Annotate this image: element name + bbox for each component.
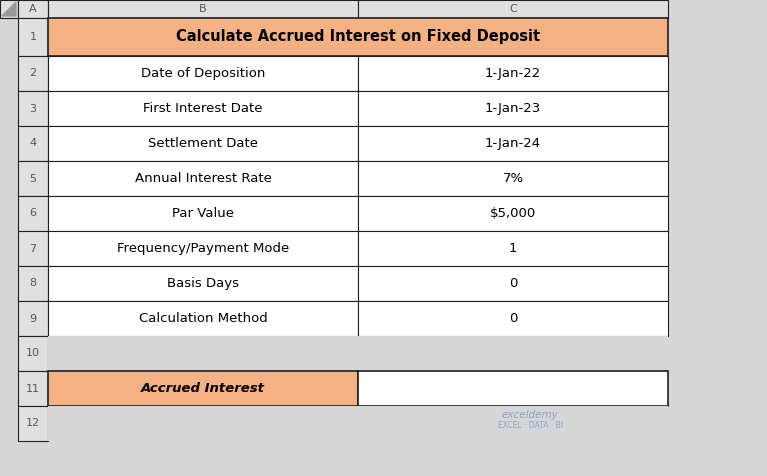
Bar [18,196,48,231]
Bar [18,266,48,301]
Bar [48,301,358,336]
Text: 1-Jan-23: 1-Jan-23 [485,102,542,115]
Text: 0: 0 [509,312,517,325]
Text: 6: 6 [29,208,37,218]
Bar [48,336,358,371]
Text: Calculation Method: Calculation Method [139,312,268,325]
Bar [358,126,668,161]
Bar [48,0,358,18]
Bar [48,406,358,441]
Bar [18,161,48,196]
Bar [18,56,48,91]
Text: Calculate Accrued Interest on Fixed Deposit: Calculate Accrued Interest on Fixed Depo… [176,30,540,44]
Bar [18,406,48,441]
Text: 7%: 7% [502,172,524,185]
Text: 10: 10 [26,348,40,358]
Bar [0,0,18,18]
Text: First Interest Date: First Interest Date [143,102,263,115]
Text: 8: 8 [29,278,37,288]
Bar [48,161,358,196]
Text: Accrued Interest: Accrued Interest [141,382,265,395]
Text: C: C [509,4,517,14]
Text: 0: 0 [509,277,517,290]
Polygon shape [2,2,16,16]
Text: 1-Jan-24: 1-Jan-24 [485,137,541,150]
Bar [18,231,48,266]
Text: 11: 11 [26,384,40,394]
Text: Par Value: Par Value [172,207,234,220]
Bar [358,196,668,231]
Bar [18,91,48,126]
Text: 7: 7 [29,244,37,254]
Text: Date of Deposition: Date of Deposition [141,67,265,80]
Bar [358,0,668,18]
Bar [358,91,668,126]
Bar [18,0,48,18]
Text: Settlement Date: Settlement Date [148,137,258,150]
Text: 1: 1 [509,242,517,255]
Text: 1-Jan-22: 1-Jan-22 [485,67,542,80]
Text: $5,000: $5,000 [490,207,536,220]
Bar [18,371,48,406]
Bar [358,336,668,371]
Text: 9: 9 [29,314,37,324]
Text: exceldemy: exceldemy [502,410,558,420]
Bar [48,126,358,161]
Bar [48,91,358,126]
Text: Annual Interest Rate: Annual Interest Rate [134,172,272,185]
Text: 3: 3 [29,103,37,113]
Bar [18,301,48,336]
Bar [48,18,668,56]
Bar [48,196,358,231]
Text: Frequency/Payment Mode: Frequency/Payment Mode [117,242,289,255]
Text: 2: 2 [29,69,37,79]
Bar [48,231,358,266]
Text: B: B [199,4,207,14]
Bar [48,56,358,91]
Bar [358,301,668,336]
Bar [18,336,48,371]
Bar [18,18,48,56]
Text: A: A [29,4,37,14]
Text: 4: 4 [29,139,37,149]
Bar [358,371,668,406]
Text: EXCEL · DATA · BI: EXCEL · DATA · BI [498,422,562,430]
Text: 1: 1 [29,32,37,42]
Bar [358,56,668,91]
Bar [48,266,358,301]
Text: 5: 5 [29,173,37,184]
Bar [358,406,668,441]
Bar [18,126,48,161]
Bar [358,231,668,266]
Bar [48,371,358,406]
Bar [358,266,668,301]
Text: Basis Days: Basis Days [167,277,239,290]
Bar [358,161,668,196]
Text: 12: 12 [26,418,40,428]
